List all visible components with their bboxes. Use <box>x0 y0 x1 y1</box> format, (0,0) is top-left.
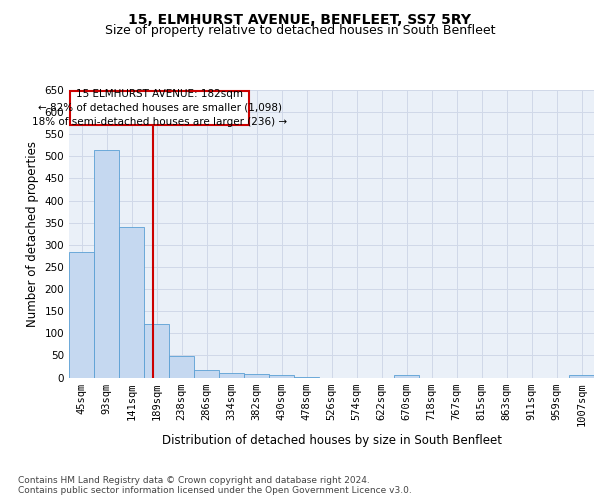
Bar <box>269 376 294 378</box>
Bar <box>394 376 419 378</box>
Bar <box>219 372 244 378</box>
Bar <box>94 150 119 378</box>
Text: Size of property relative to detached houses in South Benfleet: Size of property relative to detached ho… <box>105 24 495 37</box>
Bar <box>244 374 269 378</box>
Text: 15, ELMHURST AVENUE, BENFLEET, SS7 5RY: 15, ELMHURST AVENUE, BENFLEET, SS7 5RY <box>128 12 472 26</box>
Bar <box>69 252 94 378</box>
Bar <box>294 376 319 378</box>
Text: Contains HM Land Registry data © Crown copyright and database right 2024.
Contai: Contains HM Land Registry data © Crown c… <box>18 476 412 495</box>
Bar <box>194 370 219 378</box>
Text: 15 ELMHURST AVENUE: 182sqm
← 82% of detached houses are smaller (1,098)
18% of s: 15 ELMHURST AVENUE: 182sqm ← 82% of deta… <box>32 88 287 126</box>
FancyBboxPatch shape <box>70 91 249 124</box>
Y-axis label: Number of detached properties: Number of detached properties <box>26 141 39 327</box>
Bar <box>169 356 194 378</box>
Bar <box>144 324 169 378</box>
Bar <box>119 227 144 378</box>
Bar <box>569 376 594 378</box>
X-axis label: Distribution of detached houses by size in South Benfleet: Distribution of detached houses by size … <box>161 434 502 448</box>
